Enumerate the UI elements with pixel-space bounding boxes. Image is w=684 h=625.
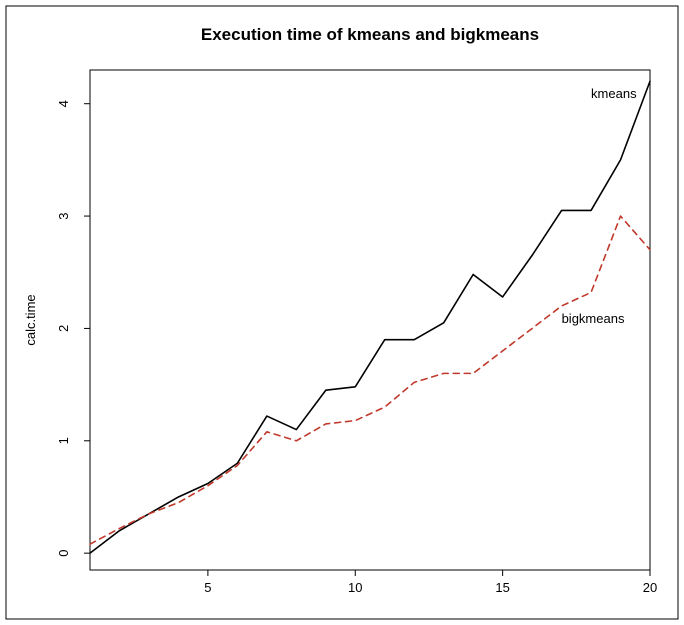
line-chart: Execution time of kmeans and bigkmeans ca…: [0, 0, 684, 625]
y-tick-label: 3: [56, 212, 71, 219]
y-tick-label: 4: [56, 100, 71, 107]
y-tick-label: 0: [56, 550, 71, 557]
chart-title: Execution time of kmeans and bigkmeans: [201, 25, 539, 44]
y-tick-label: 2: [56, 325, 71, 332]
y-tick-label: 1: [56, 437, 71, 444]
x-tick-label: 10: [348, 580, 362, 595]
x-tick-label: 20: [643, 580, 657, 595]
chart-container: Execution time of kmeans and bigkmeans ca…: [0, 0, 684, 625]
series-label-bigkmeans: bigkmeans: [562, 311, 625, 326]
series-label-kmeans: kmeans: [591, 86, 637, 101]
x-tick-label: 5: [204, 580, 211, 595]
x-tick-label: 15: [495, 580, 509, 595]
y-axis-label: calc.time: [23, 294, 38, 345]
